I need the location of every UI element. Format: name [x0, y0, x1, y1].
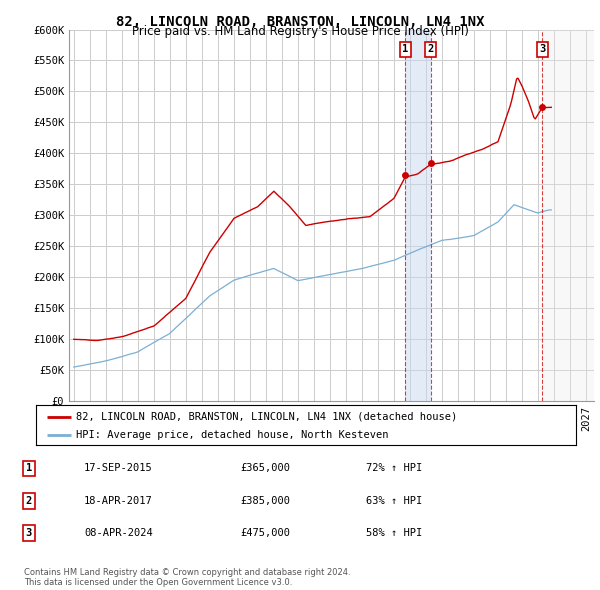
Text: 3: 3	[26, 529, 32, 539]
Text: 17-SEP-2015: 17-SEP-2015	[84, 463, 153, 473]
Text: 58% ↑ HPI: 58% ↑ HPI	[366, 529, 422, 539]
Text: 82, LINCOLN ROAD, BRANSTON, LINCOLN, LN4 1NX (detached house): 82, LINCOLN ROAD, BRANSTON, LINCOLN, LN4…	[77, 412, 458, 422]
Text: £385,000: £385,000	[240, 496, 290, 506]
Bar	[542, 30, 594, 401]
Text: Price paid vs. HM Land Registry's House Price Index (HPI): Price paid vs. HM Land Registry's House …	[131, 25, 469, 38]
Text: 1: 1	[402, 44, 409, 54]
Text: 2: 2	[26, 496, 32, 506]
Text: 1: 1	[26, 463, 32, 473]
Bar	[542, 30, 594, 401]
Bar	[405, 30, 431, 401]
Text: 72% ↑ HPI: 72% ↑ HPI	[366, 463, 422, 473]
Text: 3: 3	[539, 44, 545, 54]
Text: Contains HM Land Registry data © Crown copyright and database right 2024.
This d: Contains HM Land Registry data © Crown c…	[24, 568, 350, 587]
Text: 82, LINCOLN ROAD, BRANSTON, LINCOLN, LN4 1NX: 82, LINCOLN ROAD, BRANSTON, LINCOLN, LN4…	[116, 15, 484, 30]
Text: £475,000: £475,000	[240, 529, 290, 539]
Text: HPI: Average price, detached house, North Kesteven: HPI: Average price, detached house, Nort…	[77, 431, 389, 440]
Text: £365,000: £365,000	[240, 463, 290, 473]
Text: 18-APR-2017: 18-APR-2017	[84, 496, 153, 506]
Text: 2: 2	[427, 44, 434, 54]
Text: 63% ↑ HPI: 63% ↑ HPI	[366, 496, 422, 506]
Text: 08-APR-2024: 08-APR-2024	[84, 529, 153, 539]
